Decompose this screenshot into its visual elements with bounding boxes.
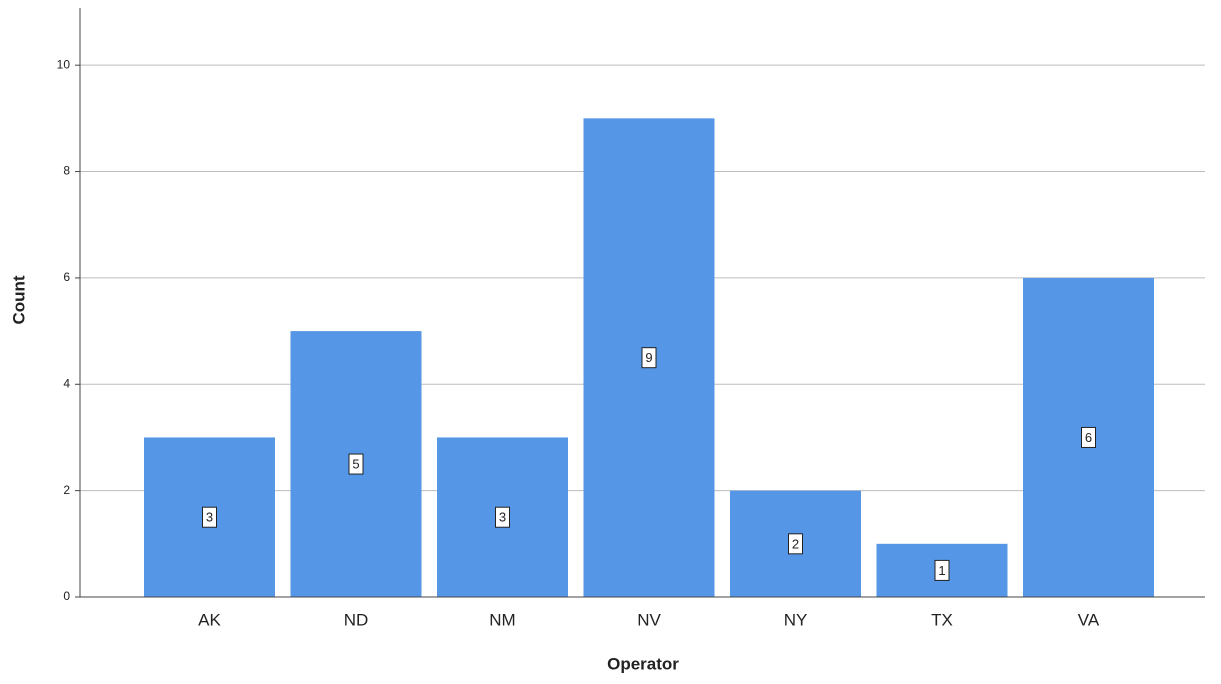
data-label-text: 1: [938, 563, 945, 578]
y-tick-label: 4: [63, 376, 70, 390]
data-label-box: [348, 453, 364, 475]
data-label-text: 3: [206, 510, 213, 525]
x-tick-label: ND: [344, 610, 369, 629]
data-label-box: [495, 506, 510, 528]
x-tick-label: NM: [489, 610, 515, 629]
data-label: 6: [1081, 426, 1096, 448]
data-label-text: 9: [645, 350, 652, 365]
data-label-text: 6: [1085, 430, 1092, 445]
y-tick-label: 0: [63, 589, 70, 603]
y-tick-label: 8: [63, 164, 70, 178]
data-label: 1: [934, 559, 950, 581]
y-tick-label: 10: [57, 57, 71, 71]
data-label-text: 3: [499, 510, 506, 525]
data-label: 2: [788, 533, 803, 555]
x-tick-label: AK: [198, 610, 221, 629]
y-axis-title: Count: [9, 275, 28, 324]
data-label: 3: [495, 506, 510, 528]
data-label-text: 5: [352, 456, 359, 471]
x-axis-title: Operator: [607, 654, 679, 673]
data-label-box: [788, 533, 803, 555]
x-tick-label: NV: [637, 610, 661, 629]
data-label: 5: [348, 453, 364, 475]
data-label: 3: [202, 506, 217, 528]
data-label-box: [1081, 426, 1096, 448]
data-label-box: [641, 347, 657, 369]
x-tick-label: TX: [931, 610, 953, 629]
data-label-box: [202, 506, 217, 528]
x-tick-label: NY: [784, 610, 808, 629]
x-tick-label: VA: [1078, 610, 1100, 629]
data-label: 9: [641, 347, 657, 369]
y-tick-label: 6: [63, 270, 70, 284]
y-tick-label: 2: [63, 483, 70, 497]
data-label-box: [934, 559, 950, 581]
data-label-text: 2: [792, 536, 799, 551]
